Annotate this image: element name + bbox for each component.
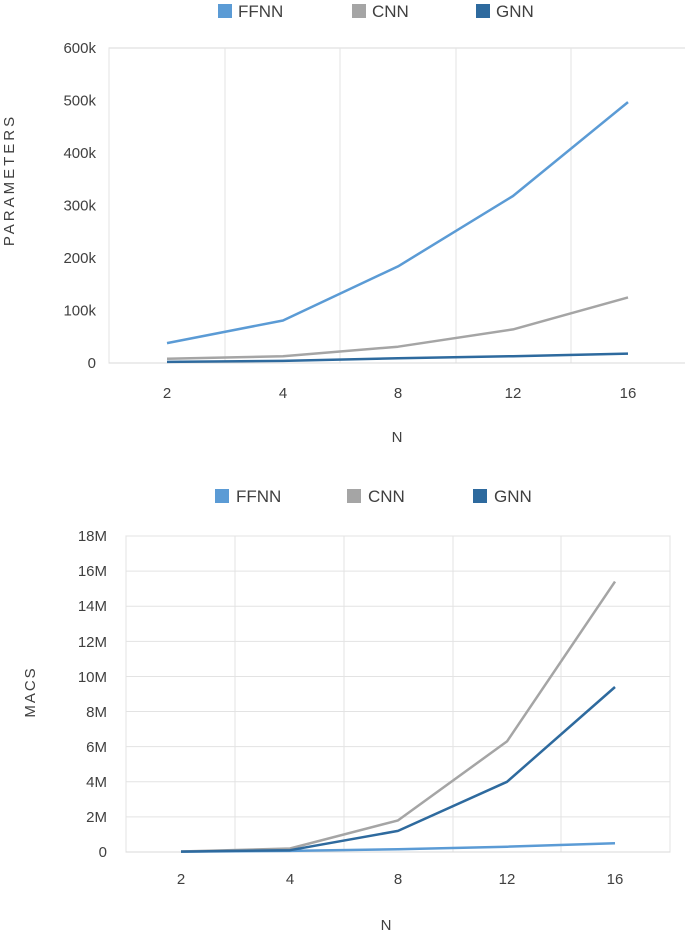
legend-item-gnn: GNN [473, 487, 532, 506]
x-tick-label: 8 [394, 871, 402, 888]
legend-label-cnn: CNN [372, 2, 409, 21]
x-tick-label: 16 [607, 871, 624, 888]
y-tick-label: 0 [99, 844, 107, 861]
horizontal-gridlines [126, 535, 670, 818]
y-axis-ticks: 0 100k 200k 300k 400k 500k 600k [63, 40, 96, 372]
y-tick-label: 600k [63, 40, 96, 57]
y-tick-label: 100k [63, 303, 96, 320]
legend: FFNN CNN GNN [218, 2, 534, 21]
x-tick-label: 2 [163, 385, 171, 402]
y-tick-label: 400k [63, 145, 96, 162]
x-tick-label: 12 [505, 385, 522, 402]
legend-swatch-ffnn [218, 4, 232, 18]
x-tick-label: 4 [279, 385, 287, 402]
x-tick-label: 2 [177, 871, 185, 888]
y-axis-ticks: 0 2M 4M 6M 8M 10M 12M 14M 16M 18M [78, 528, 107, 861]
plot-frame [125, 535, 671, 853]
y-tick-label: 10M [78, 669, 107, 686]
y-tick-label: 6M [86, 739, 107, 756]
legend-label-gnn: GNN [494, 487, 532, 506]
x-axis-title: N [392, 429, 403, 446]
series-lines [166, 101, 629, 364]
plot-frame [108, 47, 685, 364]
series-line-ffnn [166, 101, 629, 345]
y-axis-title: PARAMETERS [1, 114, 18, 246]
y-tick-label: 4M [86, 774, 107, 791]
legend-swatch-cnn [352, 4, 366, 18]
legend-item-cnn: CNN [347, 487, 405, 506]
y-tick-label: 18M [78, 528, 107, 545]
legend-label-ffnn: FFNN [236, 487, 281, 506]
x-axis-ticks: 2 4 8 12 16 [177, 871, 624, 888]
x-tick-label: 4 [286, 871, 294, 888]
y-tick-label: 14M [78, 598, 107, 615]
legend-item-ffnn: FFNN [218, 2, 283, 21]
series-line-gnn [166, 352, 629, 364]
x-tick-label: 16 [620, 385, 637, 402]
x-axis-ticks: 2 4 8 12 16 [163, 385, 637, 402]
y-tick-label: 200k [63, 250, 96, 267]
plot-area [108, 47, 685, 364]
legend-item-ffnn: FFNN [215, 487, 281, 506]
y-tick-label: 12M [78, 634, 107, 651]
legend-item-cnn: CNN [352, 2, 409, 21]
vertical-gridlines [125, 536, 671, 852]
parameters-chart: FFNN CNN GNN 0 100k 200k 300k 400k 500k … [1, 2, 685, 446]
series-line-cnn [180, 580, 617, 853]
plot-area [125, 535, 671, 853]
legend-swatch-cnn [347, 489, 361, 503]
legend-label-ffnn: FFNN [238, 2, 283, 21]
y-tick-label: 16M [78, 563, 107, 580]
y-tick-label: 2M [86, 809, 107, 826]
x-tick-label: 12 [499, 871, 516, 888]
macs-chart: FFNN CNN GNN 0 2M 4M 6M 8M 10M 12M [22, 487, 671, 931]
legend-label-gnn: GNN [496, 2, 534, 21]
x-tick-label: 8 [394, 385, 402, 402]
legend-swatch-ffnn [215, 489, 229, 503]
legend-swatch-gnn [476, 4, 490, 18]
legend-swatch-gnn [473, 489, 487, 503]
series-lines [180, 580, 617, 853]
x-axis-title: N [381, 917, 392, 931]
y-tick-label: 0 [88, 355, 96, 372]
y-axis-title: MACS [22, 666, 39, 717]
series-line-gnn [180, 686, 616, 853]
legend: FFNN CNN GNN [215, 487, 532, 506]
series-line-cnn [166, 296, 629, 361]
y-tick-label: 500k [63, 93, 96, 110]
legend-label-cnn: CNN [368, 487, 405, 506]
y-tick-label: 8M [86, 704, 107, 721]
vertical-gridlines [108, 48, 572, 363]
y-tick-label: 300k [63, 198, 96, 215]
legend-item-gnn: GNN [476, 2, 534, 21]
